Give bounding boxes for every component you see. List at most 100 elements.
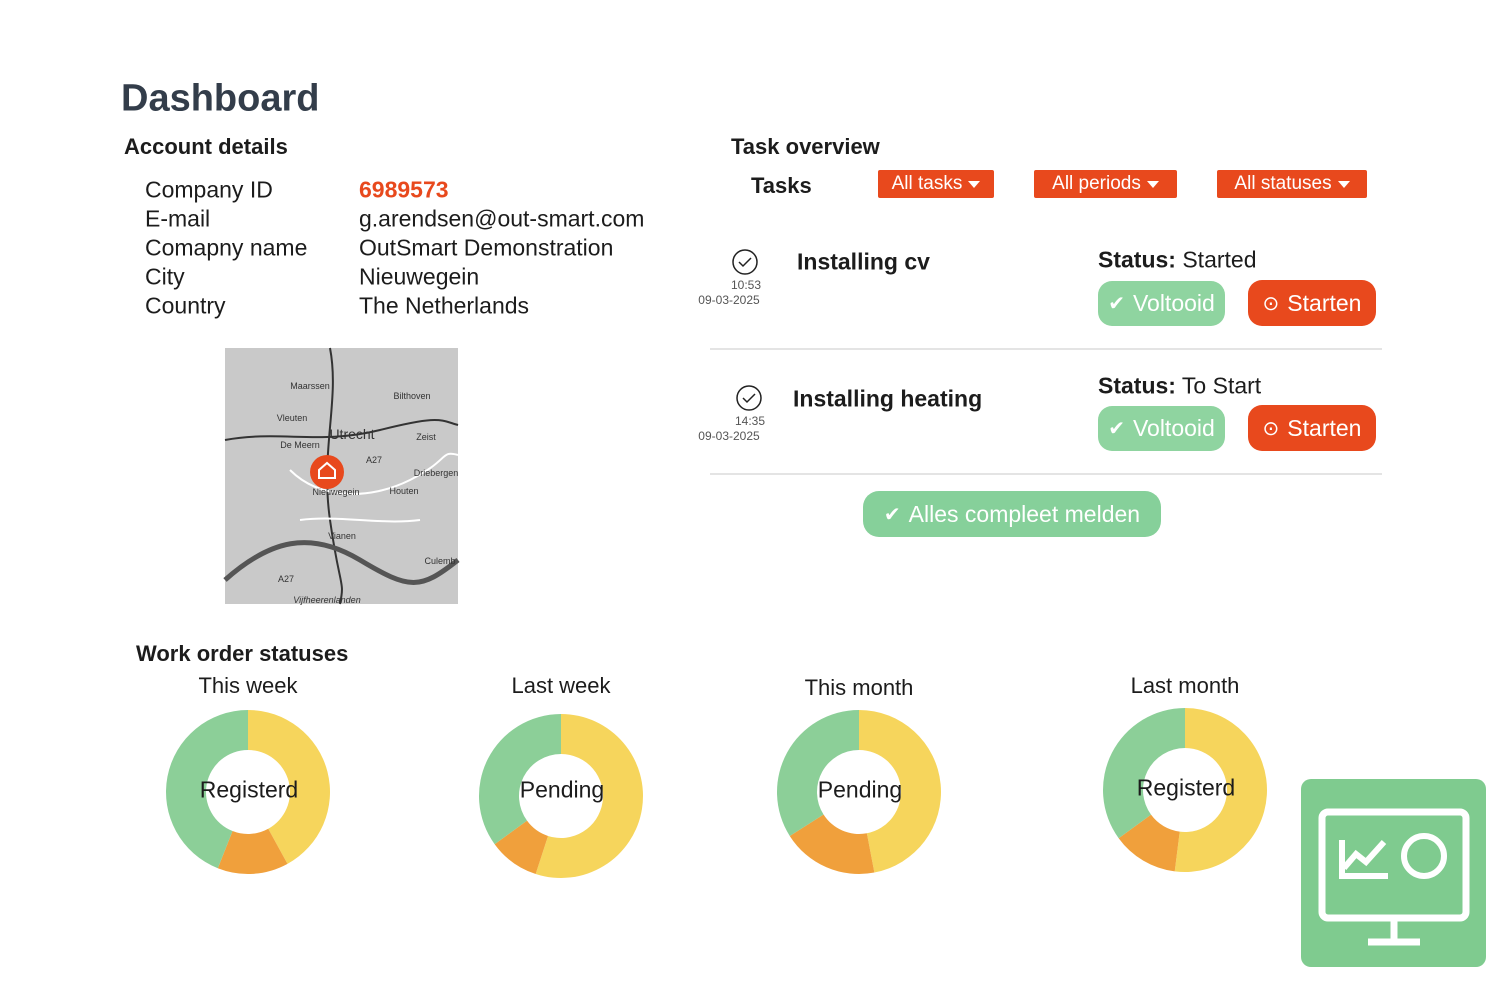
complete-button-label: Voltooid	[1132, 290, 1215, 316]
donut-center-label: Registerd	[1136, 774, 1236, 801]
donut-segment	[479, 714, 561, 845]
icon-line-chart	[1339, 839, 1388, 879]
donut-segment	[535, 714, 643, 878]
donut-segment	[494, 820, 549, 874]
task-date: 09-03-2025	[698, 429, 760, 443]
start-button-icon: ⊙	[1262, 417, 1280, 440]
chart-title: Last month	[1130, 673, 1240, 698]
filter-dropdown[interactable]: All statuses	[1217, 170, 1367, 198]
field-value: 6989573	[359, 176, 449, 203]
chart-title: This month	[804, 675, 914, 700]
task-status: Status: Started	[1098, 247, 1257, 274]
tasks-label: Tasks	[751, 173, 812, 198]
field-label: E-mail	[145, 205, 211, 232]
section-title: Task overview	[731, 134, 880, 159]
field-label: Company ID	[145, 176, 273, 203]
map-road	[299, 517, 421, 523]
status-label: Status:	[1098, 246, 1176, 273]
complete-all-button[interactable]: ✔ Alles compleet melden	[863, 491, 1161, 537]
complete-button-icon: ✔	[1108, 418, 1125, 440]
map-pin-icon	[318, 461, 336, 479]
filter-dropdown[interactable]: All tasks	[878, 170, 994, 198]
donut-center-label: Pending	[519, 776, 605, 803]
map-label: Driebergen	[413, 468, 459, 478]
map-label: Nieuwegein	[312, 487, 360, 497]
map-label: Utrecht	[329, 426, 375, 442]
complete-button-icon: ✔	[1108, 293, 1125, 315]
field-label: Country	[145, 292, 226, 319]
task-status: Status: To Start	[1098, 373, 1261, 400]
map-label: Zeist	[416, 432, 436, 442]
map-road	[289, 452, 459, 495]
map-label: A27	[277, 574, 295, 584]
complete-all-button-label: Alles compleet melden	[908, 500, 1141, 527]
dropdown-arrow	[1337, 180, 1350, 188]
filter-label: All statuses	[1234, 173, 1332, 194]
field-value: The Netherlands	[359, 292, 530, 319]
complete-all-button-icon: ✔	[883, 503, 901, 526]
task-check-icon	[736, 385, 762, 411]
field-value: Nieuwegein	[359, 263, 480, 290]
donut-center-label: Pending	[817, 776, 903, 803]
status-value: To Start	[1175, 372, 1262, 399]
task-time: 14:35	[734, 414, 766, 428]
map-label: A27	[365, 455, 383, 465]
start-button-label: Starten	[1287, 289, 1362, 316]
map-river	[223, 540, 460, 585]
start-button-icon: ⊙	[1262, 292, 1280, 315]
dropdown-arrow	[968, 180, 981, 188]
status-value: Started	[1175, 246, 1257, 273]
start-button[interactable]: ⊙ Starten	[1248, 280, 1376, 326]
map-label: De Meern	[280, 440, 320, 450]
icon-pie	[1401, 833, 1447, 879]
map-road	[224, 419, 459, 441]
donut-segment	[1103, 707, 1185, 839]
map-pin	[310, 455, 344, 489]
chart-title: This week	[198, 673, 298, 698]
field-label: Comapny name	[145, 234, 308, 261]
donut-segment	[248, 710, 331, 864]
donut-center-label: Registerd	[199, 776, 299, 803]
start-button[interactable]: ⊙ Starten	[1248, 405, 1376, 451]
map-label: Vijfheerenlanden	[293, 595, 361, 605]
filter-label: All periods	[1052, 173, 1141, 194]
dashboard-icon	[1301, 779, 1486, 967]
donut-segment	[789, 814, 875, 874]
section-title: Work order statuses	[136, 641, 349, 666]
field-label: City	[145, 263, 185, 290]
task-check-icon	[732, 249, 758, 275]
task-check-mark	[738, 257, 752, 268]
donut-segment	[165, 710, 248, 869]
task-date: 09-03-2025	[698, 293, 760, 307]
map-label: Bilthoven	[393, 391, 431, 401]
map-label: Culemb	[424, 556, 456, 566]
field-value: OutSmart Demonstration	[359, 234, 614, 261]
donut-segment	[217, 828, 288, 875]
task-time: 10:53	[730, 278, 762, 292]
task-name: Installing cv	[797, 248, 930, 275]
map-label: Houten	[389, 486, 419, 496]
donut-segment	[1118, 814, 1180, 872]
filter-dropdown[interactable]: All periods	[1034, 170, 1177, 198]
section-title: Account details	[124, 134, 288, 159]
complete-button[interactable]: ✔ Voltooid	[1098, 406, 1225, 451]
field-value: g.arendsen@out-smart.com	[359, 205, 645, 232]
complete-button-label: Voltooid	[1132, 415, 1215, 441]
map-label: Vleuten	[276, 413, 308, 423]
map-road	[326, 347, 343, 605]
donut-segment	[859, 710, 941, 873]
start-button-label: Starten	[1287, 414, 1362, 441]
donut-segment	[1174, 708, 1267, 872]
complete-button[interactable]: ✔ Voltooid	[1098, 281, 1225, 326]
donut-segment	[777, 710, 859, 836]
filter-label: All tasks	[891, 173, 963, 194]
map-label: Vianen	[328, 531, 356, 541]
map-label: Maarssen	[290, 381, 330, 391]
task-name: Installing heating	[793, 385, 983, 412]
page-title: Dashboard	[121, 77, 320, 120]
dropdown-arrow	[1146, 180, 1159, 188]
task-check-mark	[742, 393, 756, 404]
map	[223, 347, 460, 605]
